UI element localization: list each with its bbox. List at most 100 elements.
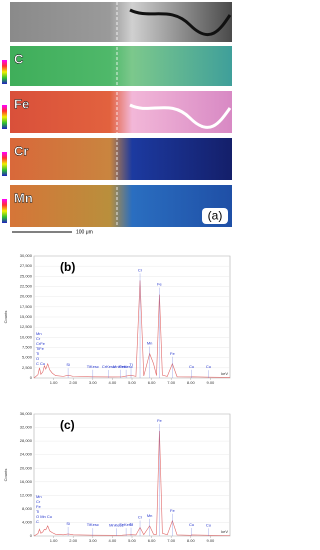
y-tick-label: 36,000: [20, 411, 33, 416]
map-label: Cr: [14, 143, 28, 158]
panel-title: (b): [60, 260, 75, 274]
x-tick-label: 3.00: [89, 538, 98, 543]
peak-label: Fe: [157, 282, 162, 287]
sem-feature: [129, 8, 232, 37]
peak-label: Cr: [36, 336, 41, 341]
peak-label: TiFe: [36, 346, 45, 351]
color-key: [2, 199, 7, 223]
map-feature: [129, 103, 232, 129]
panel-tag: (a): [208, 209, 223, 223]
peak-label: Mn: [147, 513, 153, 518]
x-tick-label: 6.00: [148, 538, 157, 543]
peak-label: Cr: [138, 267, 143, 272]
y-tick-label: 8,000: [22, 506, 33, 511]
peak-label: O Mn Cu: [36, 514, 52, 519]
panel-tag-box: [202, 208, 228, 224]
x-tick-label: 8.00: [187, 538, 196, 543]
y-tick-label: 25,000: [20, 273, 33, 278]
x-tick-label: 3.00: [89, 380, 98, 385]
peak-label: Fe: [170, 508, 175, 513]
y-tick-label: 32,000: [20, 425, 33, 430]
peak-label: CrKesc: [102, 364, 115, 369]
figure: C Fe Cr Mn (a) 100 μm 0 2,500 5,000 7,500 10…: [2, 2, 232, 543]
peak-label: Cr: [36, 499, 41, 504]
x-tick-label: 9.00: [207, 380, 216, 385]
y-tick-label: 24,000: [20, 452, 33, 457]
peak-label: Si: [66, 362, 70, 367]
peak-label: MnKesc: [109, 522, 123, 527]
x-tick-label: 1.00: [50, 380, 59, 385]
peak-label: Si: [66, 521, 70, 526]
y-tick-label: 4,000: [22, 520, 33, 525]
y-tick-label: 20,000: [20, 465, 33, 470]
peak-label: Cr: [138, 515, 143, 520]
y-axis-label: Counts: [3, 311, 8, 324]
peak-label: C: [36, 519, 39, 524]
plot-area: [33, 413, 231, 537]
y-tick-label: 2,500: [22, 365, 33, 370]
x-tick-label: 4.00: [109, 538, 118, 543]
scale-label: 100 μm: [76, 229, 93, 235]
peak-label: TiKesc: [87, 364, 99, 369]
map-label: Mn: [14, 190, 33, 205]
peak-label: Cu: [206, 364, 211, 369]
map-label: Fe: [14, 96, 29, 111]
y-tick-label: 12,500: [20, 324, 33, 329]
map-c: [10, 46, 232, 86]
x-tick-label: 1.00: [50, 538, 59, 543]
map-label: C: [14, 51, 24, 66]
y-tick-label: 7,500: [22, 345, 33, 350]
x-tick-label: 6.00: [148, 380, 157, 385]
x-tick-label: 4.00: [109, 380, 118, 385]
spectrum: [33, 280, 231, 379]
peak-label: Ti: [36, 351, 39, 356]
y-axis-label: Counts: [3, 469, 8, 482]
x-tick-label: 5.00: [128, 538, 137, 543]
color-key: [2, 105, 7, 129]
peak-label: Ti: [129, 522, 132, 527]
y-tick-label: 15,000: [20, 314, 33, 319]
sem-image: [10, 2, 232, 42]
x-tick-label: 7.00: [167, 380, 176, 385]
peak-label: Fe: [170, 351, 175, 356]
y-tick-label: 22,500: [20, 284, 33, 289]
color-key: [2, 60, 7, 84]
x-axis-label: keV: [221, 529, 228, 534]
x-axis-label: keV: [221, 371, 228, 376]
peak-label: Mn: [147, 341, 153, 346]
y-tick-label: 12,000: [20, 492, 33, 497]
peak-label: FeKesc: [119, 522, 133, 527]
peak-label: FeKesc: [119, 364, 133, 369]
x-tick-label: 2.00: [69, 538, 78, 543]
spectrum: [33, 430, 231, 537]
y-tick-label: 10,000: [20, 334, 33, 339]
panel-title: (c): [60, 418, 75, 432]
peak-label: O: [36, 356, 39, 361]
peak-label: MnKesc: [113, 364, 127, 369]
x-tick-label: 2.00: [69, 380, 78, 385]
y-tick-label: 0: [30, 533, 33, 538]
map-fe: [10, 91, 232, 133]
y-tick-label: 5,000: [22, 355, 33, 360]
color-key: [2, 152, 7, 176]
map-cr: [10, 138, 232, 180]
peak-label: Cu: [206, 522, 211, 527]
element-maps: C Fe Cr Mn (a) 100 μm: [2, 2, 232, 235]
y-tick-label: 0: [30, 375, 33, 380]
y-tick-label: 27,500: [20, 263, 33, 268]
peak-label: Cu: [189, 522, 194, 527]
peak-label: TiKesc: [87, 522, 99, 527]
map-mn: [10, 185, 232, 227]
x-tick-label: 9.00: [207, 538, 216, 543]
peak-label: Cu: [189, 364, 194, 369]
peak-label: Fe: [36, 504, 41, 509]
x-tick-label: 8.00: [187, 380, 196, 385]
y-tick-label: 16,000: [20, 479, 33, 484]
peak-label: C Cu: [36, 361, 45, 366]
x-tick-label: 5.00: [128, 380, 137, 385]
peak-label: Ti: [36, 509, 39, 514]
y-tick-label: 28,000: [20, 438, 33, 443]
peak-label: Ti: [129, 362, 132, 367]
y-tick-label: 30,000: [20, 253, 33, 258]
peak-label: Mn: [36, 331, 42, 336]
